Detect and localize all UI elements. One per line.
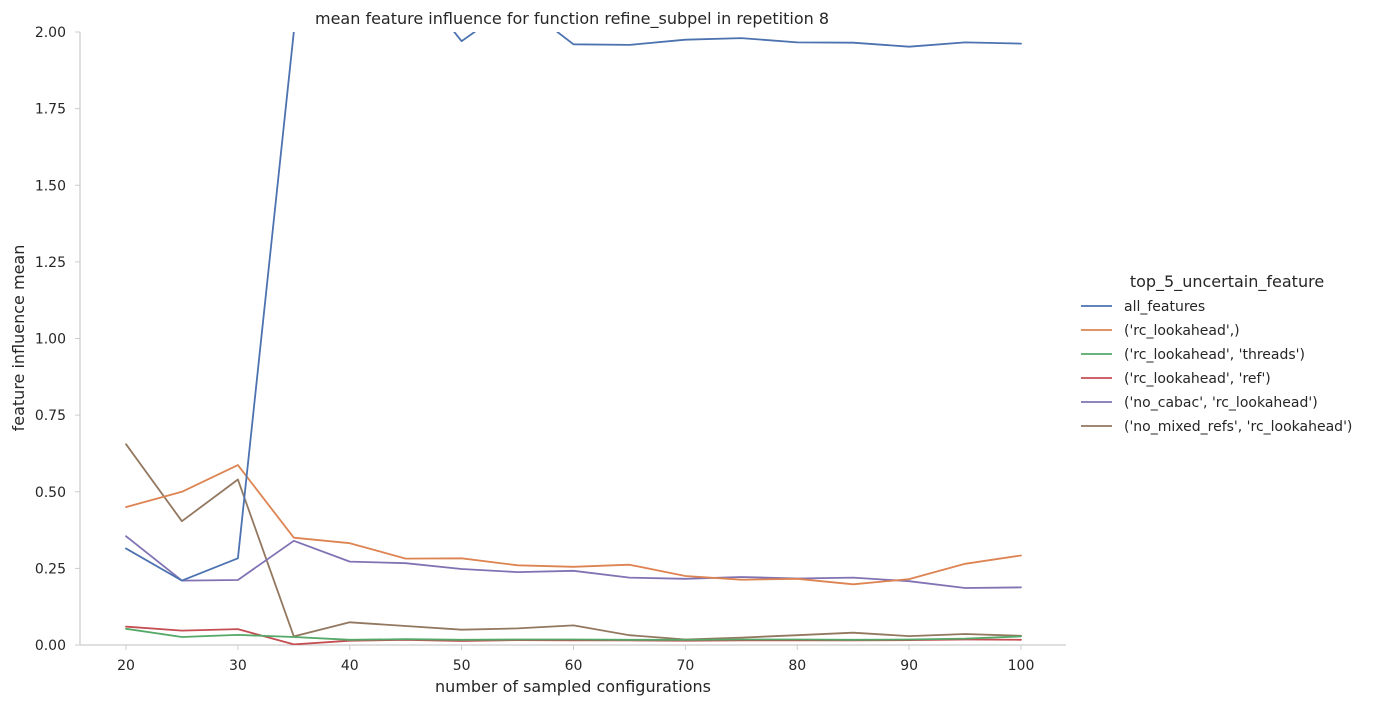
x-tick-label: 100: [1008, 658, 1035, 674]
legend-items: all_features ('rc_lookahead',) ('rc_lookah…: [1081, 299, 1352, 435]
chart-title: mean feature influence for function refi…: [315, 9, 829, 29]
legend-label-rc-lookahead-threads: ('rc_lookahead', 'threads'): [1124, 347, 1305, 363]
y-tick-label: 0.25: [35, 561, 66, 577]
y-tick-label: 0.00: [35, 638, 66, 654]
x-tick-label: 60: [565, 658, 583, 674]
y-tick-label: 1.25: [35, 255, 66, 271]
series-line-no-cabac-rc-lookahead: [125, 535, 1022, 589]
x-axis-label: number of sampled configurations: [435, 677, 711, 696]
y-axis-label: feature influence mean: [9, 245, 28, 432]
series-line-rc-lookahead-threads: [125, 627, 1022, 641]
series-line-rc-lookahead: [125, 464, 1022, 586]
legend-label-no-mixed-refs-rc-lookahead: ('no_mixed_refs', 'rc_lookahead'): [1124, 419, 1352, 435]
series-lines: [125, 32, 1022, 645]
x-ticks: 20 30 40 50 60 70 80 90 100: [117, 645, 1034, 674]
y-tick-label: 1.75: [35, 102, 66, 118]
y-tick-label: 2.00: [35, 25, 66, 41]
legend-title: top_5_uncertain_feature: [1130, 272, 1324, 292]
x-tick-label: 40: [341, 658, 359, 674]
x-tick-label: 20: [117, 658, 135, 674]
y-tick-label: 0.75: [35, 408, 66, 424]
legend-label-all-features: all_features: [1124, 299, 1205, 315]
y-tick-label: 1.50: [35, 178, 66, 194]
x-tick-label: 50: [453, 658, 471, 674]
legend: top_5_uncertain_feature all_features ('rc…: [1081, 272, 1352, 435]
x-tick-label: 90: [900, 658, 918, 674]
legend-label-rc-lookahead-ref: ('rc_lookahead', 'ref'): [1124, 371, 1271, 387]
series-line-all-features: [125, 32, 1022, 582]
legend-label-no-cabac-rc-lookahead: ('no_cabac', 'rc_lookahead'): [1124, 395, 1318, 411]
axes: [79, 32, 1066, 646]
y-tick-label: 1.00: [35, 332, 66, 348]
x-tick-label: 30: [229, 658, 247, 674]
y-ticks: 0.00 0.25 0.50 0.75 1.00 1.25 1.50 1.75 2.00: [35, 25, 80, 654]
x-tick-label: 70: [676, 658, 694, 674]
legend-label-rc-lookahead: ('rc_lookahead',): [1124, 323, 1240, 339]
series-line-no-mixed-refs-rc-lookahead: [125, 443, 1022, 641]
x-tick-label: 80: [788, 658, 806, 674]
y-tick-label: 0.50: [35, 485, 66, 501]
